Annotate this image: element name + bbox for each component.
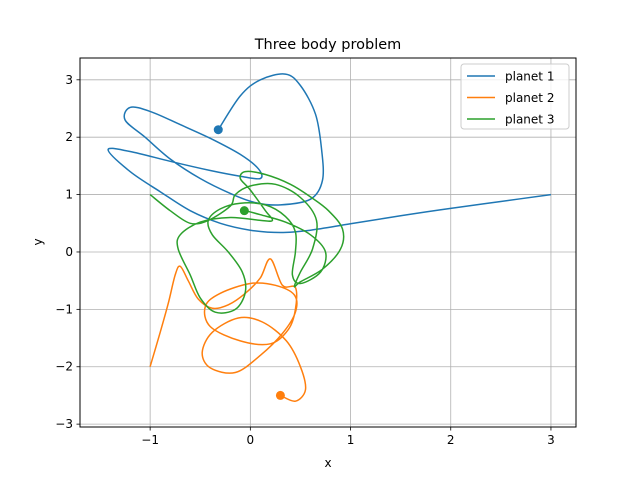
x-tick-label: 2 <box>447 433 455 447</box>
y-tick-label: 2 <box>65 130 73 144</box>
end-point-planet-2 <box>275 390 285 400</box>
y-axis: −3 −2 −1 0 1 2 3 <box>55 73 80 431</box>
y-tick-label: 3 <box>65 73 73 87</box>
y-axis-label: y <box>31 238 45 245</box>
series-lines <box>107 73 551 402</box>
series-line-planet-1 <box>107 73 551 234</box>
chart-title: Three body problem <box>254 37 402 53</box>
legend-label-planet-1: planet 1 <box>505 70 554 84</box>
y-tick-label: −1 <box>55 302 73 316</box>
y-tick-label: 0 <box>65 245 73 259</box>
y-tick-label: 1 <box>65 188 73 202</box>
x-axis: −1 0 1 2 3 <box>141 427 555 447</box>
legend-label-planet-2: planet 2 <box>505 91 554 105</box>
x-tick-label: −1 <box>141 433 159 447</box>
end-point-planet-3 <box>239 206 249 216</box>
plot-frame <box>79 57 577 428</box>
series-line-planet-2 <box>149 258 307 402</box>
x-tick-label: 1 <box>347 433 355 447</box>
x-axis-label: x <box>324 456 331 470</box>
legend: planet 1 planet 2 planet 3 <box>460 63 570 130</box>
end-point-planet-1 <box>213 125 223 135</box>
x-tick-label: 3 <box>547 433 555 447</box>
x-tick-label: 0 <box>247 433 255 447</box>
series-line-planet-3 <box>149 170 345 314</box>
grid <box>80 58 576 427</box>
y-tick-label: −3 <box>55 417 73 431</box>
legend-label-planet-3: planet 3 <box>505 113 554 127</box>
y-tick-label: −2 <box>55 360 73 374</box>
legend-box <box>460 63 570 130</box>
plot-area <box>79 57 577 428</box>
